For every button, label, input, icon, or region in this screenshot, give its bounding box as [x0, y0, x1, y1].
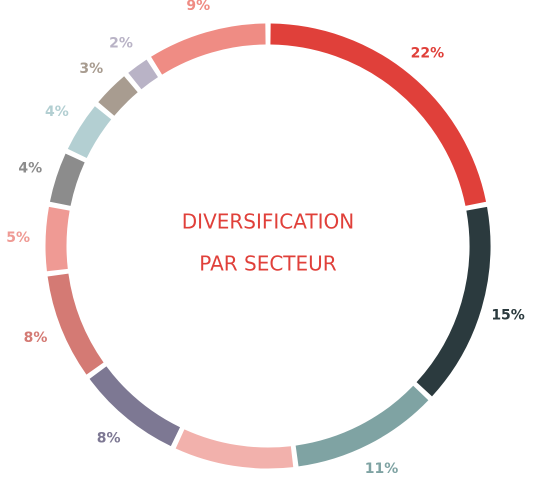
data-label: 4%	[45, 104, 69, 120]
data-label: 15%	[491, 308, 525, 324]
data-label: 8%	[24, 330, 48, 346]
data-label: 8%	[97, 431, 121, 447]
donut-segment	[89, 366, 181, 447]
donut-segment	[49, 153, 85, 207]
data-label: 22%	[411, 45, 445, 61]
donut-segment	[295, 385, 429, 467]
data-label: 9%	[186, 0, 210, 14]
donut-segment	[151, 23, 266, 75]
donut-segment	[45, 206, 70, 272]
data-label: 2%	[109, 36, 133, 52]
data-label: 11%	[365, 461, 399, 477]
data-label: 5%	[6, 230, 30, 246]
donut-segment	[67, 106, 112, 159]
data-label: 3%	[79, 61, 103, 77]
chart-subtitle: PAR SECTEUR	[199, 252, 337, 276]
donut-segment	[98, 76, 138, 116]
chart-title: DIVERSIFICATION	[182, 210, 354, 234]
data-label: 4%	[18, 161, 42, 177]
donut-segment	[128, 59, 159, 90]
donut-segment	[416, 206, 491, 397]
donut-segment	[47, 273, 104, 375]
donut-segment	[175, 429, 294, 469]
donut-segment	[270, 23, 487, 206]
